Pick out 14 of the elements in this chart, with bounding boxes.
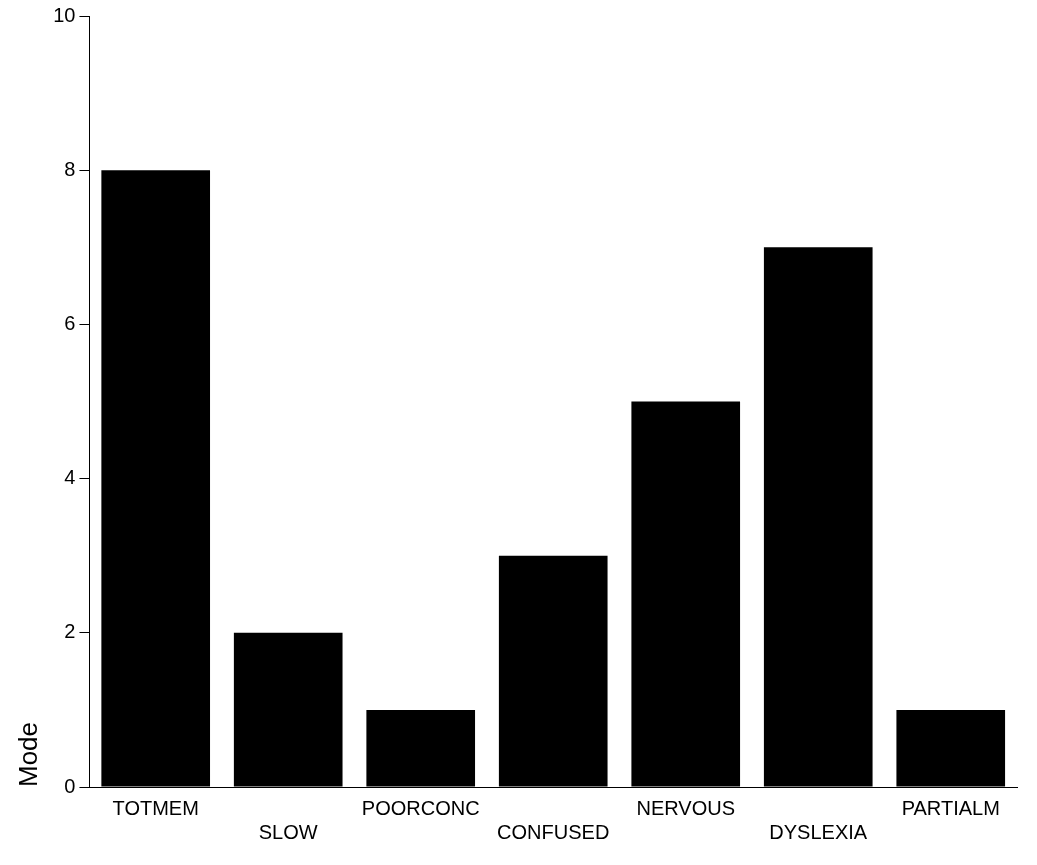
x-tick-label: DYSLEXIA: [769, 820, 868, 843]
x-tick-label: TOTMEM: [112, 796, 199, 819]
x-tick-label: PARTIALM: [901, 796, 1000, 819]
y-tick-label: 0: [64, 774, 76, 797]
x-tick-label: POORCONC: [361, 796, 480, 819]
y-tick-label: 4: [64, 466, 76, 489]
x-tick-label: NERVOUS: [636, 796, 735, 819]
x-tick-label: SLOW: [258, 820, 318, 843]
y-tick-label: 8: [64, 157, 76, 180]
y-axis-title: Mode: [12, 721, 43, 787]
y-tick-label: 6: [64, 311, 76, 334]
y-tick-label: 10: [53, 3, 76, 26]
x-tick-label: CONFUSED: [497, 820, 610, 843]
y-tick-label: 2: [64, 620, 76, 643]
